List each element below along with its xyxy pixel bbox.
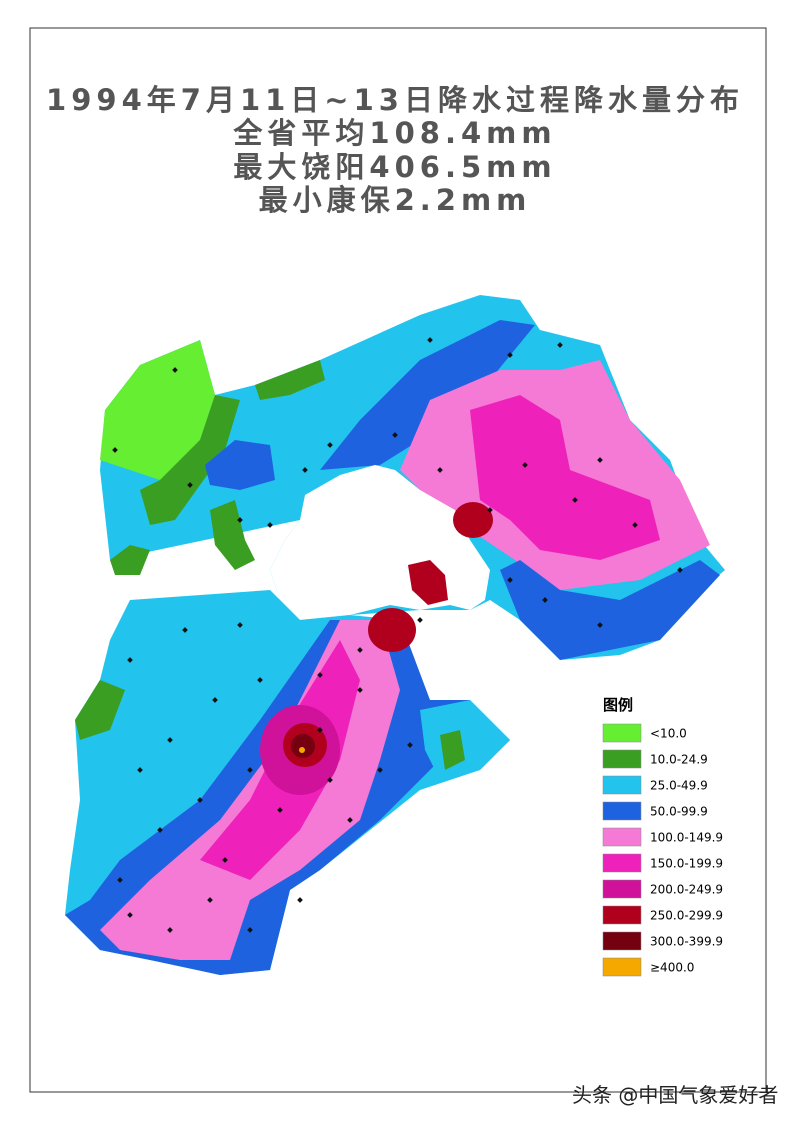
station-dot: [357, 647, 363, 653]
station-dot: [167, 737, 173, 743]
station-dot: [507, 577, 513, 583]
station-dot: [127, 912, 133, 918]
legend-swatch: [602, 723, 642, 743]
map-region: [453, 502, 493, 538]
station-dot: [197, 797, 203, 803]
station-dot: [277, 807, 283, 813]
legend-label: 10.0-24.9: [650, 753, 708, 767]
legend-label: <10.0: [650, 727, 687, 741]
station-dot: [427, 337, 433, 343]
map-region: [368, 608, 416, 652]
legend-swatch: [602, 931, 642, 951]
station-dot: [392, 432, 398, 438]
station-dot: [182, 627, 188, 633]
station-dot: [507, 352, 513, 358]
station-dot: [187, 482, 193, 488]
legend-label: 200.0-249.9: [650, 883, 723, 897]
title-line: 最大饶阳406.5mm: [233, 150, 556, 184]
station-dot: [172, 367, 178, 373]
station-dot: [632, 522, 638, 528]
station-dot: [157, 827, 163, 833]
station-dot: [487, 507, 493, 513]
legend-label: 50.0-99.9: [650, 805, 708, 819]
station-dot: [522, 462, 528, 468]
stations: [112, 337, 683, 933]
station-dot: [207, 897, 213, 903]
map-region: [320, 320, 535, 470]
map-region: [500, 560, 720, 660]
station-dot: [317, 727, 323, 733]
map-region: [75, 680, 125, 740]
station-dot: [247, 927, 253, 933]
station-dot: [112, 447, 118, 453]
legend-swatch: [602, 801, 642, 821]
station-dot: [597, 457, 603, 463]
station-dot: [267, 522, 273, 528]
station-dot: [407, 742, 413, 748]
map-region: [255, 360, 325, 400]
station-dot: [542, 597, 548, 603]
station-dot: [302, 467, 308, 473]
station-dot: [557, 342, 563, 348]
station-dot: [572, 497, 578, 503]
station-dot: [117, 877, 123, 883]
legend-title: 图例: [603, 696, 633, 714]
title-line: 最小康保2.2mm: [259, 183, 532, 217]
station-dot: [137, 767, 143, 773]
station-dot: [677, 567, 683, 573]
title-line: 1994年7月11日~13日降水过程降水量分布: [46, 83, 744, 117]
legend-swatch: [602, 905, 642, 925]
map-region: [470, 395, 660, 560]
title-line: 全省平均108.4mm: [232, 116, 556, 150]
legend-label: ≥400.0: [650, 961, 694, 975]
map-region: [408, 560, 448, 605]
station-dot: [327, 777, 333, 783]
legend-label: 300.0-399.9: [650, 935, 723, 949]
map-region: [440, 730, 465, 770]
legend-swatch: [602, 853, 642, 873]
watermark: 头条 @中国气象爱好者: [572, 1083, 778, 1107]
station-dot: [247, 767, 253, 773]
map-region: [100, 340, 215, 480]
station-dot: [257, 677, 263, 683]
station-dot: [317, 672, 323, 678]
station-dot: [222, 857, 228, 863]
legend: <10.0 10.0-24.9 25.0-49.9 50.0-99.9 100.0-14…: [602, 723, 723, 977]
station-dot: [437, 467, 443, 473]
legend-label: 250.0-299.9: [650, 909, 723, 923]
station-dot: [297, 897, 303, 903]
station-dot: [597, 622, 603, 628]
station-dot: [212, 697, 218, 703]
station-dot: [167, 927, 173, 933]
station-dot: [377, 767, 383, 773]
station-dot: [327, 442, 333, 448]
legend-label: 100.0-149.9: [650, 831, 723, 845]
legend-swatch: [602, 957, 642, 977]
station-dot: [417, 617, 423, 623]
map-region: [210, 500, 255, 570]
legend-swatch: [602, 749, 642, 769]
legend-label: 150.0-199.9: [650, 857, 723, 871]
legend-label: 25.0-49.9: [650, 779, 708, 793]
map-region: [110, 545, 150, 575]
map-region: [291, 734, 315, 758]
legend-swatch: [602, 775, 642, 795]
map-region: [205, 440, 275, 490]
legend-swatch: [602, 827, 642, 847]
map-region: [299, 747, 305, 753]
station-dot: [347, 817, 353, 823]
legend-swatch: [602, 879, 642, 899]
station-dot: [237, 517, 243, 523]
map: [65, 295, 725, 975]
station-dot: [357, 687, 363, 693]
map-region: [420, 700, 510, 780]
station-dot: [127, 657, 133, 663]
map-region: [140, 395, 240, 525]
station-dot: [237, 622, 243, 628]
